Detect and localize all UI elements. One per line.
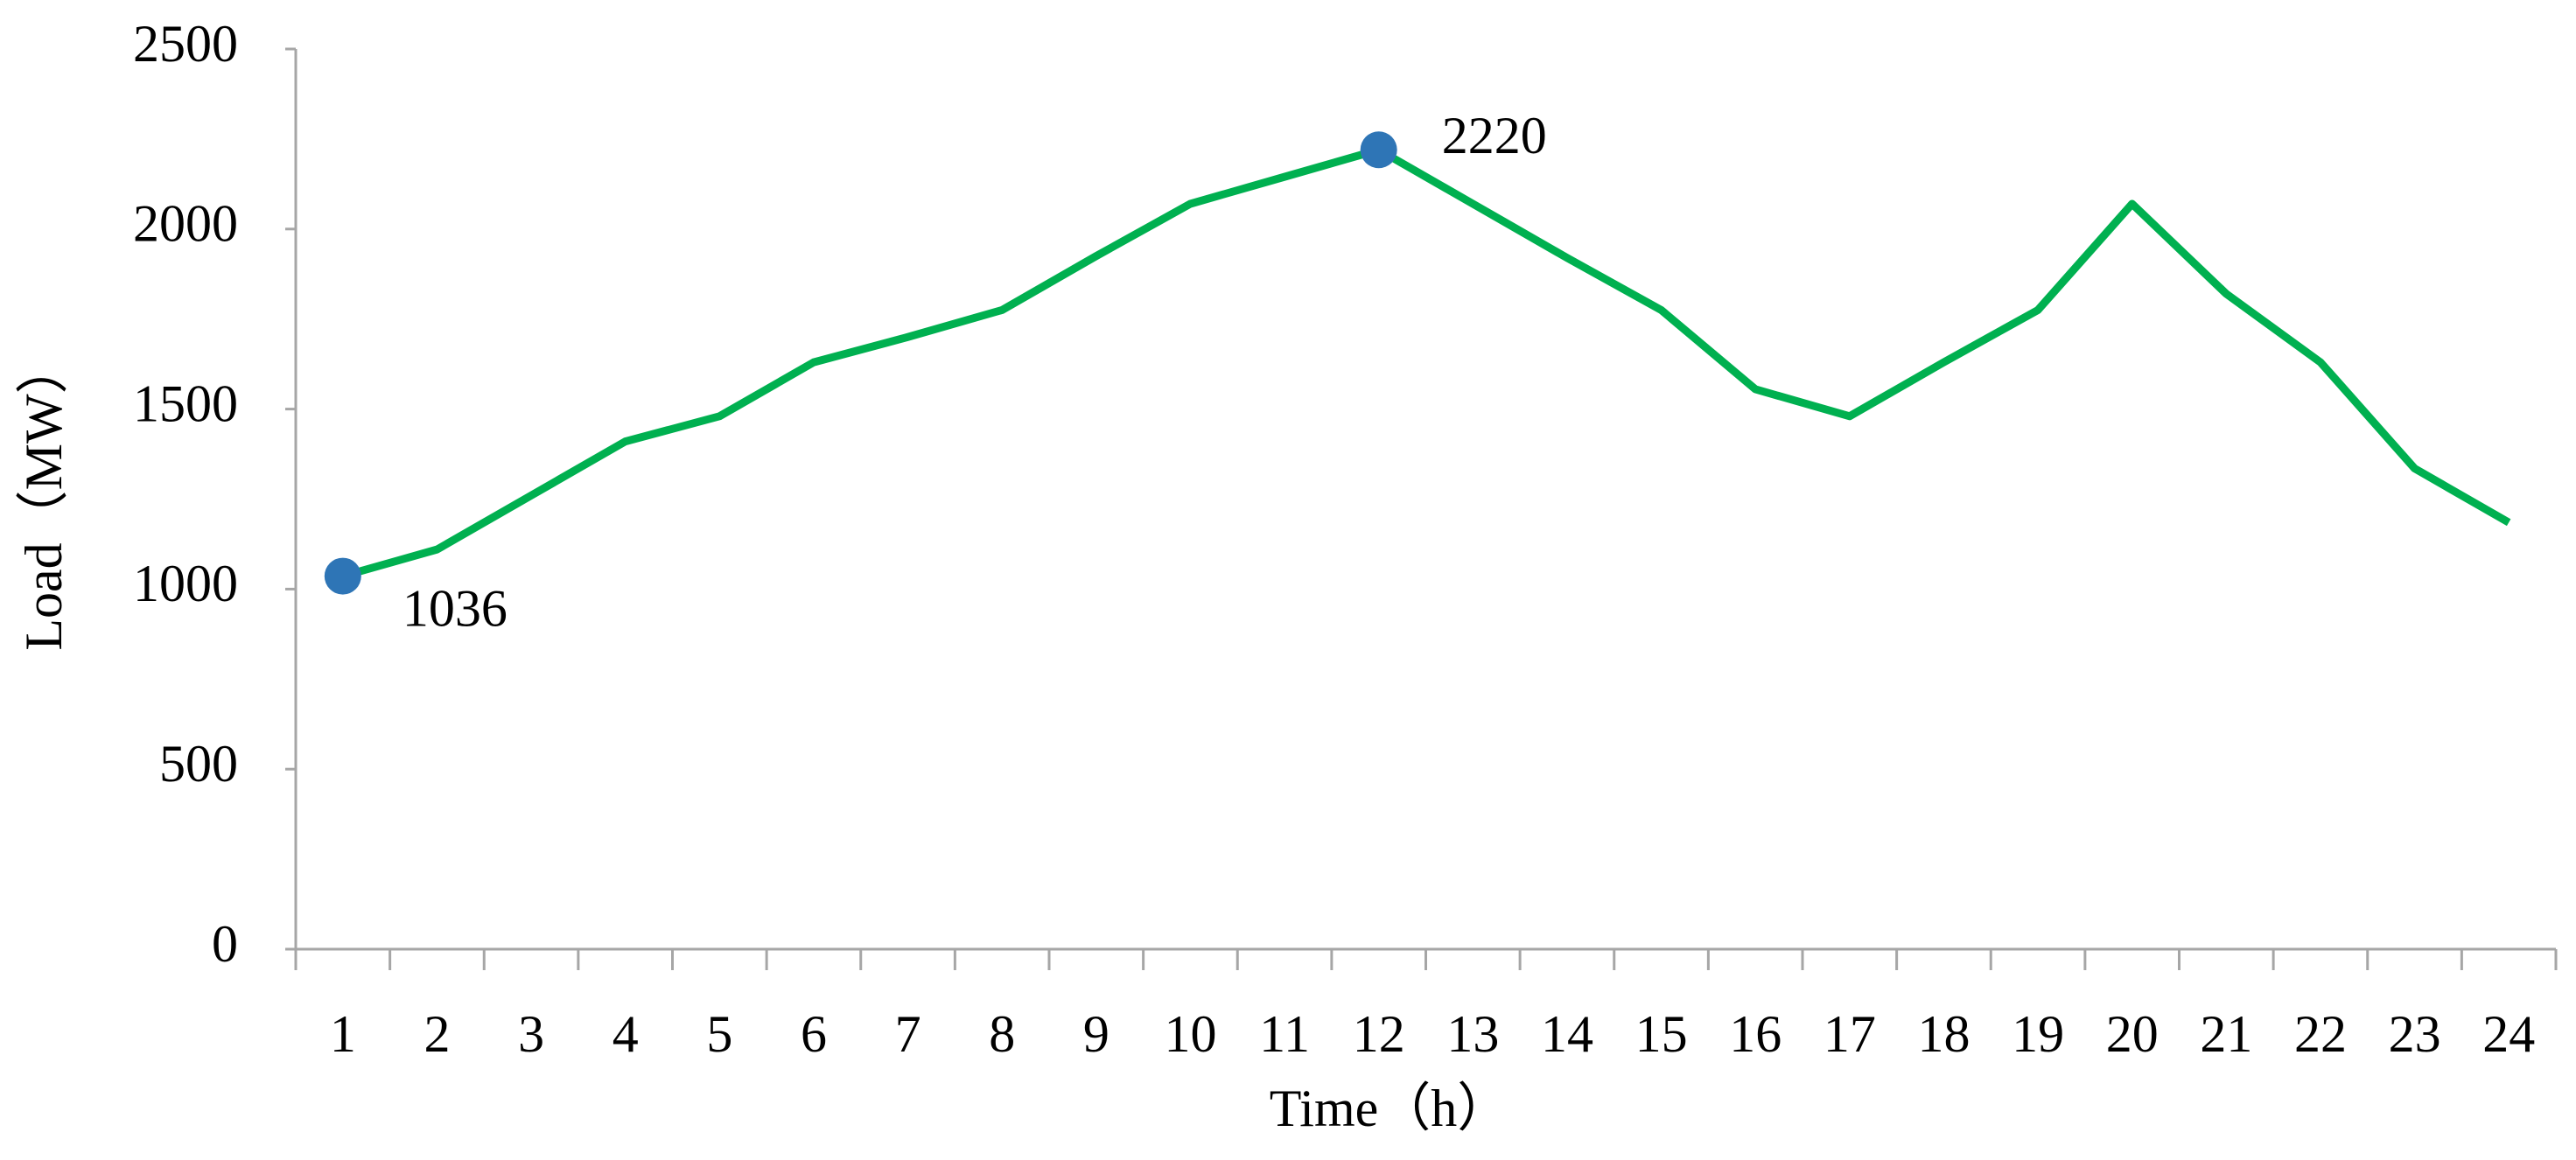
y-tick-label: 2000 — [133, 195, 238, 253]
x-tick-label: 4 — [612, 1005, 639, 1063]
x-tick-label: 23 — [2389, 1005, 2441, 1063]
x-tick-label: 5 — [706, 1005, 732, 1063]
x-tick-label: 21 — [2200, 1005, 2252, 1063]
data-label: 1036 — [402, 579, 508, 637]
line-series — [341, 145, 2511, 580]
x-tick-label: 16 — [1729, 1005, 1782, 1063]
y-tick-label: 1500 — [133, 374, 238, 432]
data-label: 2220 — [1442, 107, 1547, 164]
x-tick-label: 10 — [1164, 1005, 1216, 1063]
point-marker — [1360, 131, 1397, 169]
x-tick-label: 6 — [801, 1005, 827, 1063]
y-tick-label: 2500 — [133, 15, 238, 73]
y-tick-label: 1000 — [133, 555, 238, 612]
x-tick-label: 7 — [895, 1005, 921, 1063]
x-tick-label: 11 — [1259, 1005, 1310, 1063]
y-tick-label: 0 — [212, 915, 238, 973]
x-tick-label: 14 — [1541, 1005, 1593, 1063]
x-tick-label: 12 — [1353, 1005, 1405, 1063]
x-tick-label: 3 — [518, 1005, 544, 1063]
x-tick-label: 17 — [1824, 1005, 1876, 1063]
x-tick-label: 8 — [989, 1005, 1015, 1063]
x-tick-label: 19 — [2012, 1005, 2064, 1063]
y-axis-title: Load（MW） — [15, 341, 73, 650]
x-tick-label: 1 — [330, 1005, 356, 1063]
y-tick-label: 500 — [159, 735, 238, 793]
x-tick-label: 9 — [1083, 1005, 1110, 1063]
x-tick-label: 13 — [1446, 1005, 1499, 1063]
x-axis-title: Time（h） — [1270, 1080, 1510, 1137]
x-tick-label: 2 — [424, 1005, 450, 1063]
x-tick-label: 15 — [1635, 1005, 1688, 1063]
x-tick-label: 24 — [2482, 1005, 2535, 1063]
x-tick-label: 18 — [1917, 1005, 1970, 1063]
x-tick-label: 22 — [2294, 1005, 2347, 1063]
x-tick-label: 20 — [2106, 1005, 2159, 1063]
point-marker — [324, 557, 361, 595]
